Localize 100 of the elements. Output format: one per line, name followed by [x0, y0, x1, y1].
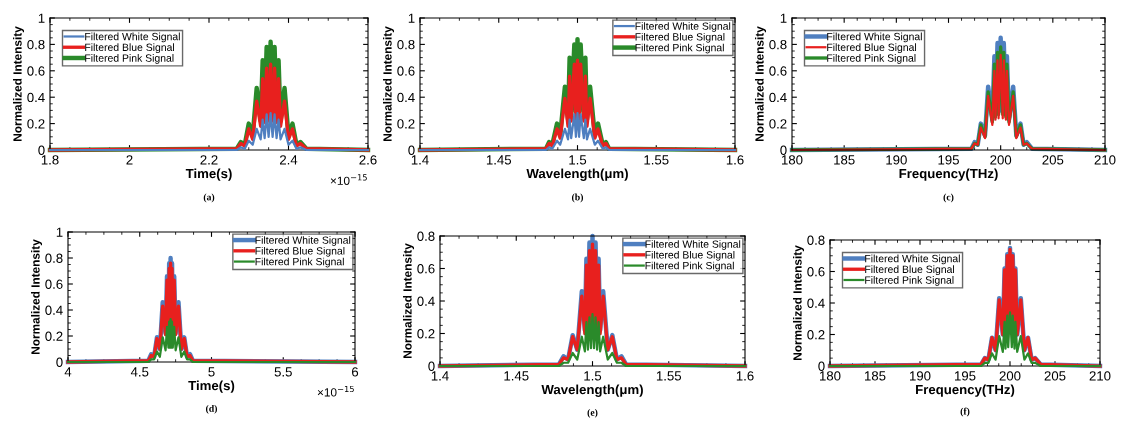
y-tick-label: 0.2 — [807, 330, 825, 340]
text: (e) — [587, 408, 598, 418]
x-tick-label: 5 — [208, 367, 215, 377]
x-tick-label: 195 — [955, 371, 976, 381]
x-tick-label: 4.5 — [130, 367, 149, 377]
legend-label: Filtered Blue Signal — [255, 246, 345, 257]
x-tick-label: 180 — [782, 155, 803, 165]
legend-label: Filtered White Signal — [645, 240, 741, 250]
x-tick-label: 1.5 — [584, 371, 602, 381]
x-axis-title: Frequency(THz) — [916, 384, 1015, 397]
x-tick-label: 2.6 — [359, 155, 377, 165]
y-tick-label: 0 — [408, 145, 415, 155]
y-tick-label: 0.6 — [769, 66, 787, 76]
y-tick-label: 0.8 — [27, 39, 45, 50]
x-tick-label: 1.45 — [504, 371, 529, 381]
y-tick-label: 0 — [38, 145, 45, 155]
legend-label: Filtered White Signal — [85, 32, 180, 43]
legend-label: Filtered Pink Signal — [865, 276, 954, 286]
y-tick-label: 0 — [56, 357, 63, 367]
x-tick-label: 1.6 — [726, 155, 744, 165]
y-tick-label: 0.6 — [27, 66, 45, 76]
x-tick-label: 195 — [938, 155, 959, 165]
x-tick-label: 1.55 — [656, 371, 682, 381]
y-tick-label: 0.4 — [769, 92, 787, 103]
x-tick-label: 2 — [126, 155, 133, 165]
y-tick-label: 0.8 — [45, 253, 63, 263]
y-tick-label: 0.4 — [45, 305, 63, 315]
x-axis-title: Wavelength(μm) — [541, 384, 643, 397]
x-axis-title: Wavelength(μm) — [526, 168, 628, 181]
legend-label: Filtered Pink Signal — [85, 54, 174, 64]
x-tick-label: 185 — [865, 371, 886, 381]
x-tick-label: 1.6 — [736, 371, 754, 381]
legend-label: Filtered Blue Signal — [635, 32, 725, 43]
y-axis-title: Normalized Intensity — [403, 243, 415, 358]
legend-label: Filtered White Signal — [827, 32, 922, 43]
x-tick-label: 185 — [834, 155, 855, 165]
y-axis-title: Normalized Intensity — [13, 26, 25, 141]
y-tick-label: 0.4 — [27, 92, 45, 103]
x-tick-label: 190 — [886, 155, 907, 165]
y-tick-label: 1 — [56, 227, 63, 237]
y-axis-title: Normalized Intensity — [31, 239, 43, 354]
y-tick-label: 0.4 — [397, 92, 415, 103]
text: (f) — [960, 407, 970, 417]
y-tick-label: 0.8 — [417, 231, 435, 241]
y-tick-label: 1 — [38, 13, 45, 23]
x-axis-title: Time(s) — [185, 168, 232, 181]
x-tick-label: 200 — [990, 155, 1012, 165]
legend-label: Filtered Blue Signal — [645, 250, 735, 261]
x-tick-label: 1.45 — [486, 155, 512, 165]
legend-label: Filtered White Signal — [255, 236, 351, 246]
legend-label: Filtered Blue Signal — [865, 265, 955, 276]
legend-label: Filtered White Signal — [635, 22, 731, 32]
text: (b) — [571, 193, 584, 203]
y-tick-label: 0.6 — [807, 267, 825, 277]
text: (a) — [203, 193, 215, 203]
y-axis-title: Normalized Intensity — [755, 26, 767, 141]
x-axis-title: Time(s) — [188, 380, 235, 393]
x-tick-label: 1.4 — [411, 155, 429, 165]
x-tick-label: 2.4 — [279, 155, 298, 165]
y-tick-label: 0.2 — [397, 119, 415, 129]
y-tick-label: 0 — [780, 145, 787, 155]
x-tick-label: 200 — [999, 371, 1021, 381]
x-tick-label: 5.5 — [274, 367, 292, 377]
y-tick-label: 0.2 — [769, 119, 787, 129]
y-axis-title: Normalized Intensity — [793, 245, 805, 360]
text: (d) — [205, 404, 218, 414]
x-tick-label: 205 — [1042, 155, 1064, 165]
y-tick-label: 0.2 — [417, 329, 435, 339]
x-tick-label: 210 — [1094, 155, 1116, 165]
legend-label: Filtered Blue Signal — [827, 43, 917, 54]
y-tick-label: 0.6 — [417, 264, 435, 274]
y-tick-label: 1 — [408, 13, 415, 23]
x-tick-label: 190 — [910, 371, 931, 381]
x-tick-label: 1.4 — [431, 371, 449, 381]
text: (c) — [943, 193, 954, 203]
y-tick-label: 0.8 — [769, 39, 787, 50]
y-axis-title: Normalized Intensity — [383, 26, 395, 141]
x-tick-label: 2.2 — [200, 155, 218, 165]
legend-label: Filtered Pink Signal — [255, 257, 344, 268]
x-tick-label: 1.55 — [644, 155, 669, 165]
text: ×10$^{−15}$ — [317, 385, 354, 397]
legend-label: Filtered Pink Signal — [827, 54, 916, 64]
legend-label: Filtered Pink Signal — [635, 43, 724, 54]
y-tick-label: 0.8 — [807, 235, 825, 245]
legend-label: Filtered Blue Signal — [85, 43, 175, 54]
x-tick-label: 1.5 — [569, 155, 587, 165]
y-tick-label: 0 — [428, 361, 435, 371]
y-tick-label: 0.2 — [27, 119, 45, 129]
legend-label: Filtered Pink Signal — [645, 261, 734, 272]
text: ×10$^{−15}$ — [330, 174, 367, 185]
y-tick-label: 0.8 — [397, 39, 415, 50]
y-tick-label: 0.2 — [45, 331, 63, 341]
y-tick-label: 1 — [780, 13, 787, 23]
x-tick-label: 1.8 — [41, 155, 59, 165]
x-tick-label: 205 — [1044, 371, 1066, 381]
x-tick-label: 210 — [1089, 371, 1111, 381]
y-tick-label: 0 — [818, 361, 825, 371]
y-tick-label: 0.4 — [807, 298, 825, 308]
y-tick-label: 0.6 — [397, 66, 415, 76]
x-axis-title: Frequency(THz) — [899, 168, 998, 181]
